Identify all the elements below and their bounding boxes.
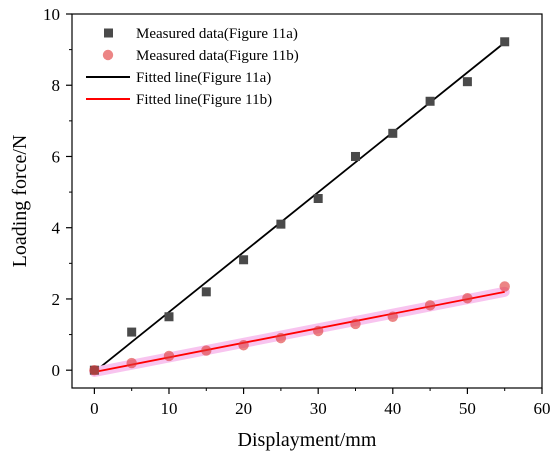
data-point-square: [462, 77, 472, 87]
y-tick-label: 4: [52, 219, 61, 238]
data-point-square: [350, 151, 360, 161]
y-axis-title: Loading force/N: [9, 135, 31, 268]
data-point-circle: [462, 293, 473, 304]
legend-label: Measured data(Figure 11a): [136, 26, 298, 42]
plot-frame: [71, 13, 543, 389]
fitted-line: [93, 41, 506, 373]
y-tick-label: 6: [52, 147, 61, 166]
x-axis-title: Displayment/mm: [238, 429, 377, 451]
legend-label: Fitted line(Figure 11b): [136, 92, 272, 108]
data-point-circle: [201, 345, 212, 356]
x-tick-label: 0: [90, 399, 99, 418]
data-point-square: [201, 287, 211, 297]
data-point-circle: [350, 318, 361, 330]
data-point-square: [164, 312, 174, 322]
x-tick-label: 20: [235, 399, 252, 418]
x-tick-label: 10: [160, 399, 177, 418]
data-point-square: [500, 37, 510, 47]
data-point-square: [425, 96, 435, 106]
y-tick-label: 2: [52, 290, 61, 309]
data-point-circle: [238, 340, 249, 351]
x-tick-label: 30: [310, 399, 327, 418]
data-point-circle: [312, 325, 324, 337]
data-point-square: [388, 128, 398, 138]
y-tick-label: 0: [52, 361, 61, 380]
legend-square-symbol: [104, 28, 113, 38]
x-tick-label: 60: [534, 399, 550, 418]
legend-label: Fitted line(Figure 11a): [136, 70, 271, 86]
x-tick-label: 50: [459, 399, 476, 418]
data-point-circle: [89, 364, 100, 376]
data-point-circle: [126, 357, 137, 369]
axis-ticks: 0 10 20 30 40 50 60 0 2 4 6 8 10: [43, 5, 550, 418]
data-point-circle: [499, 281, 510, 292]
legend: Measured data(Figure 11a) Measured data(F…: [86, 26, 299, 108]
legend-circle-symbol: [102, 49, 114, 61]
y-tick-label: 10: [43, 5, 60, 24]
plot-marks: [89, 37, 510, 377]
legend-label: Measured data(Figure 11b): [136, 48, 299, 64]
data-point-circle: [387, 311, 398, 322]
data-point-circle: [163, 350, 175, 362]
data-point-square: [127, 327, 137, 337]
data-point-circle: [424, 300, 436, 311]
fitted-line: [94, 290, 505, 373]
data-point-circle: [275, 332, 287, 344]
data-point-square: [239, 255, 249, 265]
data-point-square: [313, 194, 323, 204]
data-point-square: [276, 219, 286, 229]
y-tick-label: 8: [52, 76, 61, 95]
x-tick-label: 40: [384, 399, 401, 418]
